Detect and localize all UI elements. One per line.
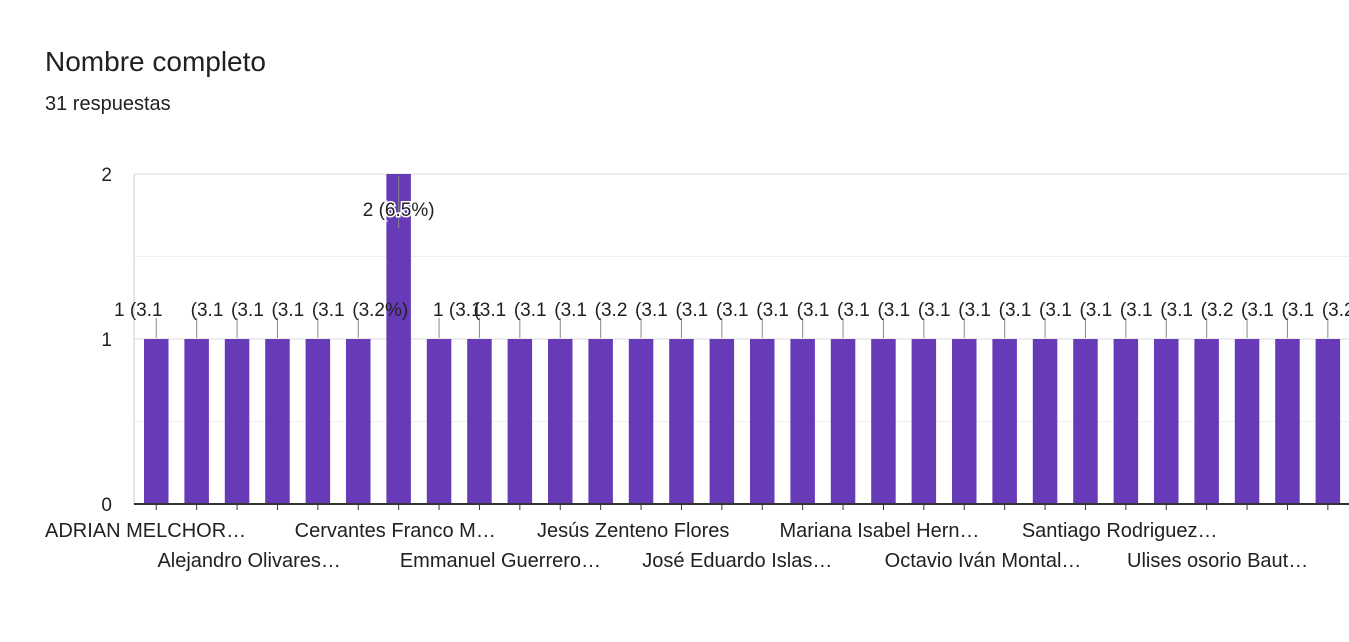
response-count: 31 respuestas bbox=[45, 93, 171, 115]
data-label: (3.2%) bbox=[352, 300, 408, 321]
bar bbox=[750, 339, 775, 504]
data-label: (3.1 bbox=[797, 300, 830, 321]
data-label: (3.1 bbox=[675, 300, 708, 321]
data-label: (3.1 bbox=[958, 300, 991, 321]
bar bbox=[1194, 339, 1219, 504]
data-label: (3.2 bbox=[595, 300, 628, 321]
data-label: (3.1 bbox=[999, 300, 1032, 321]
x-category-label: Alejandro Olivares… bbox=[157, 550, 340, 572]
data-label: (3.1 bbox=[231, 300, 264, 321]
x-category-label: Jesús Zenteno Flores bbox=[537, 520, 729, 542]
data-label: 1 (3.1 bbox=[114, 300, 163, 321]
chart-title: Nombre completo bbox=[45, 46, 266, 77]
bar bbox=[669, 339, 694, 504]
data-label: (3.1 bbox=[1120, 300, 1153, 321]
bar bbox=[467, 339, 492, 504]
x-category-label: Santiago Rodriguez… bbox=[1022, 520, 1218, 542]
bar bbox=[305, 339, 331, 504]
data-label: (3.1 bbox=[554, 300, 587, 321]
bar bbox=[224, 339, 250, 504]
data-label: (3.1 bbox=[191, 300, 224, 321]
bar bbox=[426, 339, 452, 504]
data-label: 2 (6.5%) bbox=[363, 200, 435, 221]
x-category-label: ADRIAN MELCHOR… bbox=[45, 520, 246, 542]
bar bbox=[144, 339, 169, 504]
data-label: (3.1 bbox=[1160, 300, 1193, 321]
data-label: (3.1 bbox=[1039, 300, 1072, 321]
x-category-label: José Eduardo Islas… bbox=[642, 550, 832, 572]
bar bbox=[952, 339, 977, 504]
bar bbox=[265, 339, 290, 504]
bar bbox=[346, 339, 371, 504]
bar bbox=[911, 339, 937, 504]
x-category-label: Octavio Iván Montal… bbox=[885, 550, 1082, 572]
data-label: (3.2% bbox=[1322, 300, 1349, 321]
data-label: (3.1 bbox=[716, 300, 749, 321]
bar bbox=[1073, 339, 1098, 504]
bar bbox=[992, 339, 1017, 504]
bar bbox=[1154, 339, 1179, 504]
data-label: (3.1 bbox=[635, 300, 668, 321]
data-label: (3.1 bbox=[1241, 300, 1274, 321]
bar bbox=[507, 339, 533, 504]
data-label: (3.1 bbox=[271, 300, 304, 321]
x-category-label: Ulises osorio Baut… bbox=[1127, 550, 1308, 572]
data-label: (3.1 bbox=[918, 300, 951, 321]
data-label: (3.1 bbox=[877, 300, 910, 321]
bar bbox=[1032, 339, 1058, 504]
bar bbox=[1113, 339, 1139, 504]
x-category-label: Emmanuel Guerrero… bbox=[400, 550, 601, 572]
data-label: (3.1 bbox=[1281, 300, 1314, 321]
bar bbox=[628, 339, 654, 504]
y-tick-label: 2 bbox=[101, 165, 112, 186]
bar bbox=[830, 339, 856, 504]
bar bbox=[1275, 339, 1300, 504]
data-label: (3.1 bbox=[1079, 300, 1112, 321]
bar bbox=[1234, 339, 1260, 504]
bar bbox=[871, 339, 896, 504]
data-label: (3.2 bbox=[1201, 300, 1234, 321]
data-label: (3.1 bbox=[837, 300, 870, 321]
x-category-label: Cervantes Franco M… bbox=[295, 520, 496, 542]
data-label: (3.1 bbox=[473, 300, 506, 321]
data-label: (3.1 bbox=[756, 300, 789, 321]
bar bbox=[790, 339, 815, 504]
data-label: 1 (3.1 bbox=[433, 300, 482, 321]
bar bbox=[184, 339, 209, 504]
bar bbox=[588, 339, 613, 504]
bar bbox=[386, 174, 411, 504]
y-tick-label: 1 bbox=[101, 330, 112, 351]
x-category-label: Mariana Isabel Hern… bbox=[779, 520, 979, 542]
y-tick-label: 0 bbox=[101, 495, 112, 516]
bar bbox=[709, 339, 735, 504]
bar bbox=[548, 339, 573, 504]
data-label: (3.1 bbox=[312, 300, 345, 321]
data-label: (3.1 bbox=[514, 300, 547, 321]
bar bbox=[1315, 339, 1341, 504]
